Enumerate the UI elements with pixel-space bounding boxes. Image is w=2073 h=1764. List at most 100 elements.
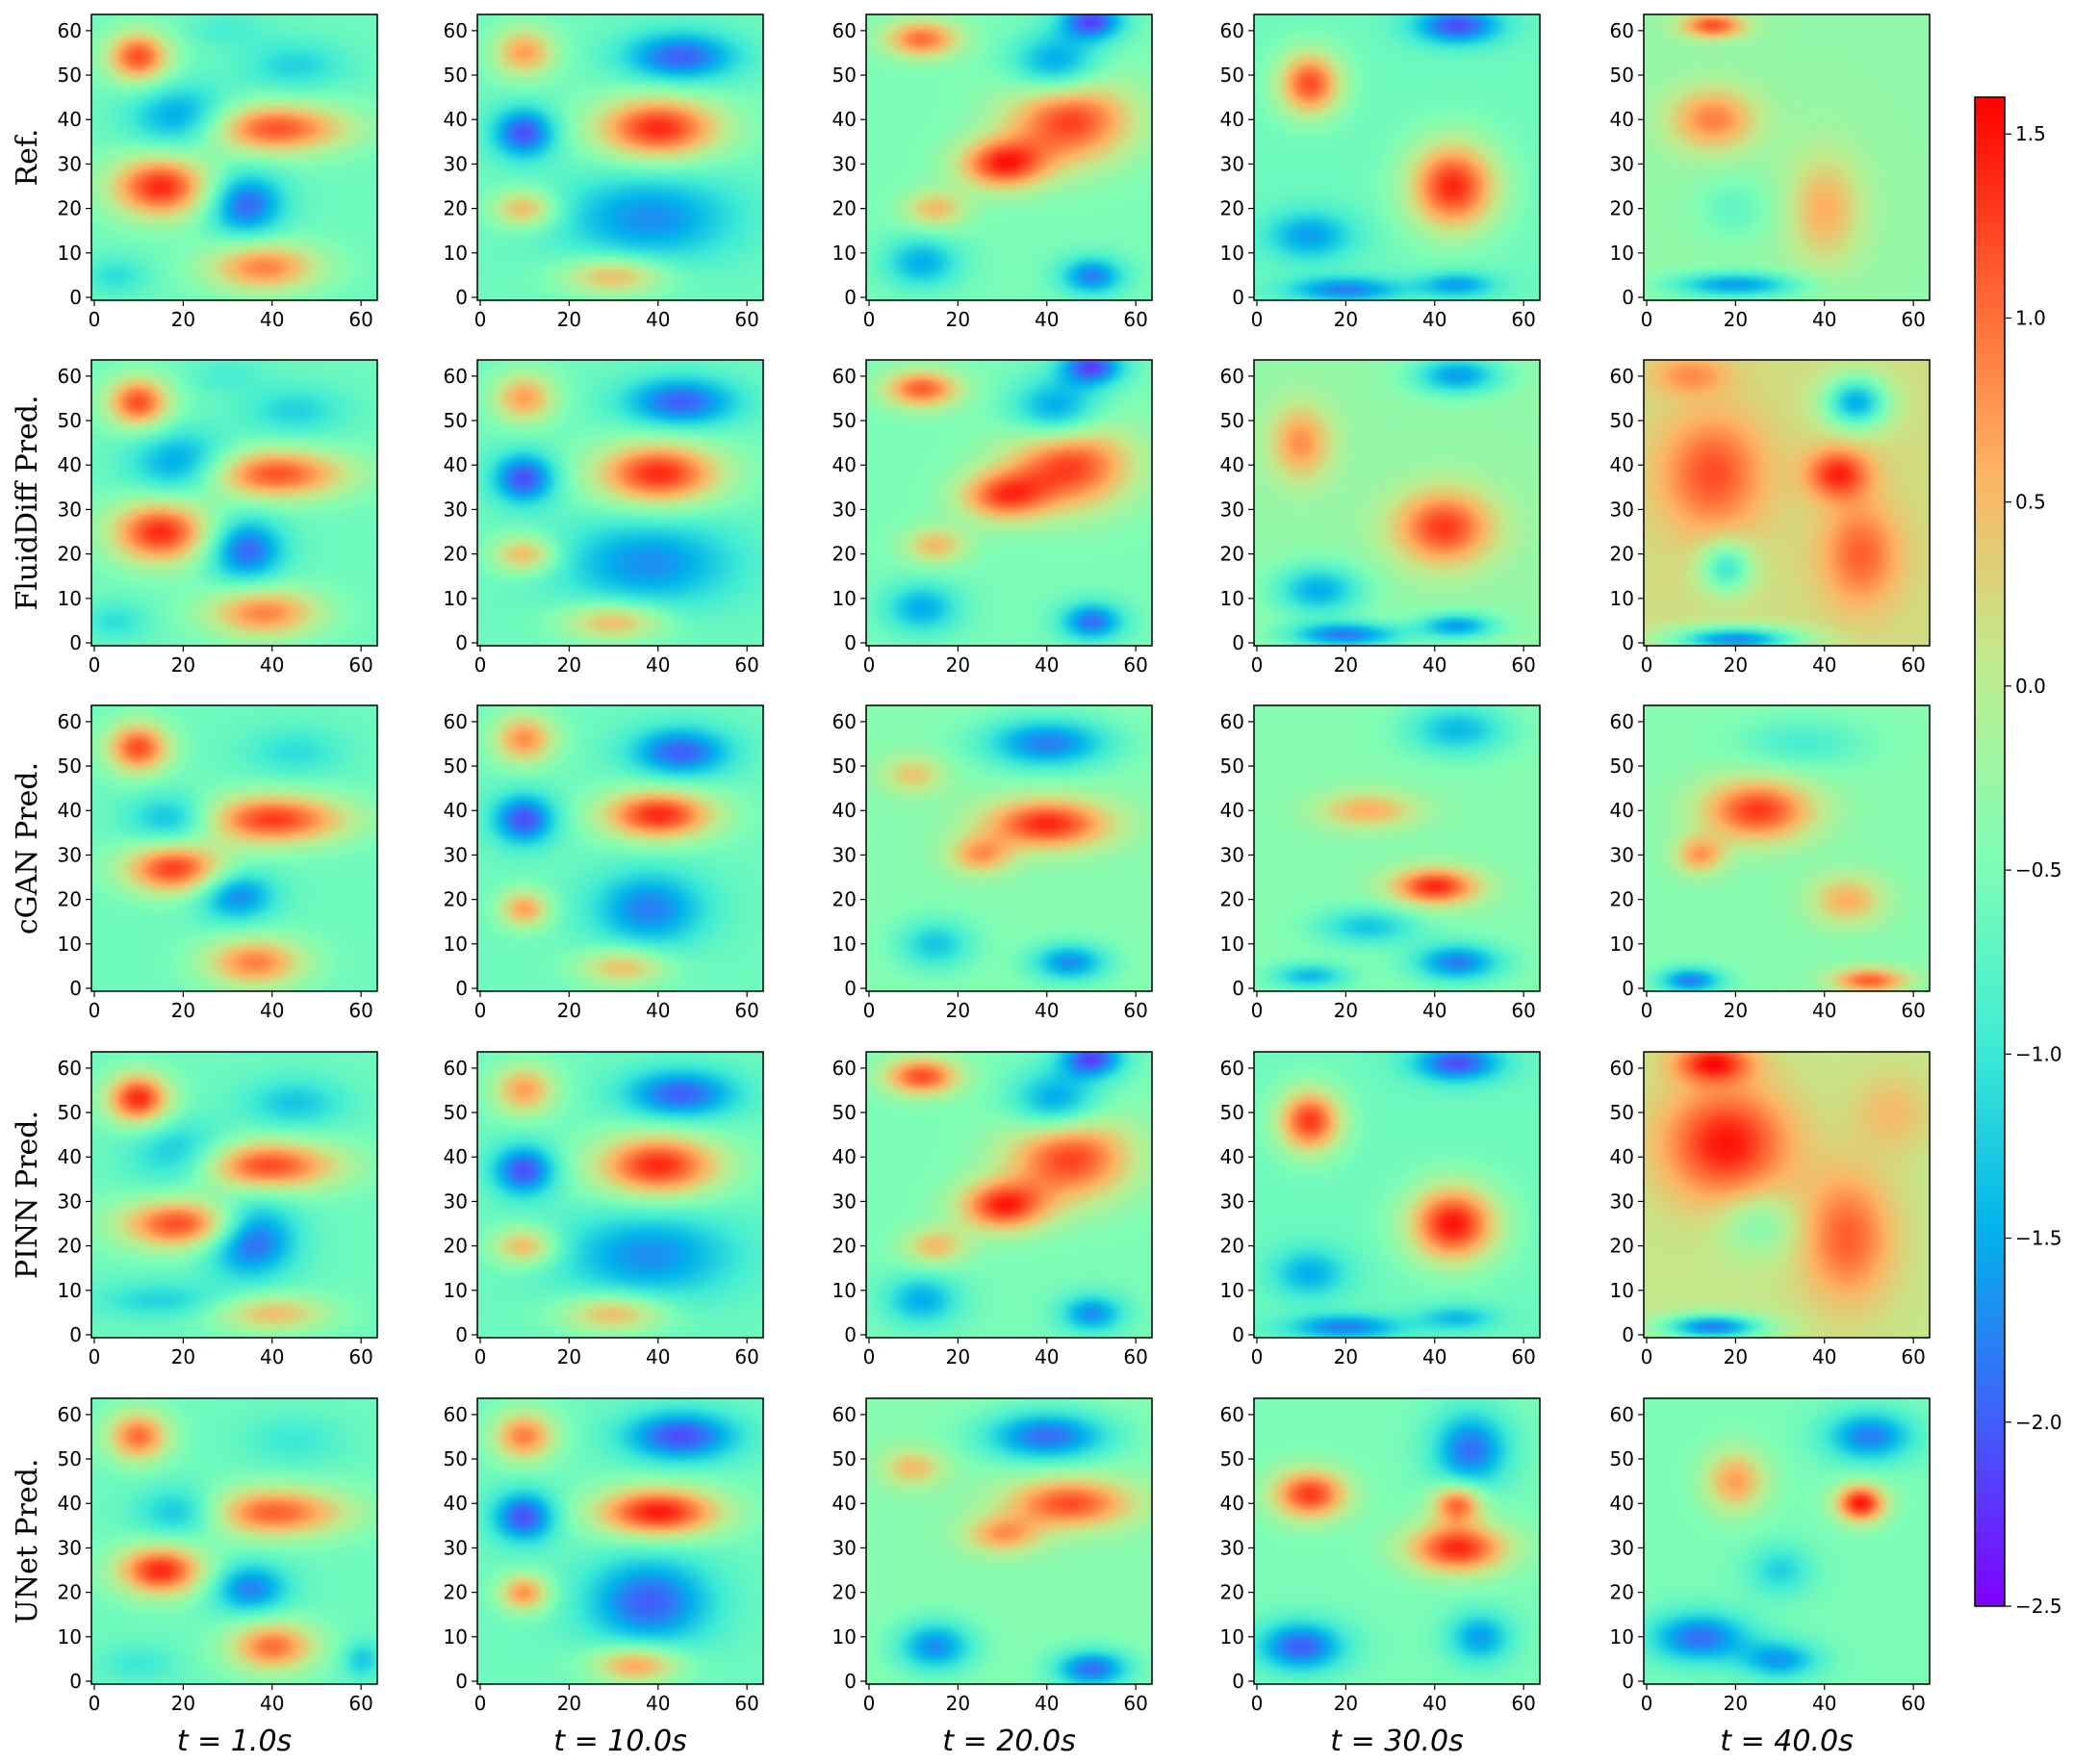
y-tick-label: 20 <box>58 197 82 220</box>
x-tick-label: 0 <box>89 1692 101 1715</box>
y-tick-label: 10 <box>832 933 857 956</box>
y-tick-label: 0 <box>455 1670 468 1693</box>
y-tick-label: 60 <box>1610 710 1634 733</box>
y-tick-label: 0 <box>844 286 857 309</box>
plot-frame <box>90 1051 378 1339</box>
panel-unet-pred-t-40-0s: 0 20 40 60 0 10 20 30 40 50 60 <box>1610 1397 1931 1715</box>
plot-frame <box>865 1397 1153 1685</box>
y-tick-label: 30 <box>58 1189 82 1213</box>
colorbar-tick-label: 0.5 <box>2015 491 2046 514</box>
y-tick-label: 50 <box>58 1101 82 1124</box>
x-tick-label: 60 <box>1511 1345 1535 1368</box>
y-tick-label: 60 <box>444 1403 468 1426</box>
x-tick-label: 40 <box>646 653 670 677</box>
panel-ref-t-20-0s: 0 20 40 60 0 10 20 30 40 50 60 <box>832 13 1153 331</box>
heatmap-image <box>1254 705 1540 991</box>
y-tick-label: 40 <box>444 1492 468 1515</box>
x-tick-label: 0 <box>863 1692 876 1715</box>
x-tick-label: 0 <box>1251 999 1264 1022</box>
heatmap-image <box>477 360 763 646</box>
x-tick-label: 0 <box>474 999 487 1022</box>
x-tick-label: 0 <box>863 653 876 677</box>
y-tick-label: 30 <box>1610 498 1634 521</box>
y-tick-label: 50 <box>1610 64 1634 87</box>
plot-frame <box>1643 1051 1931 1339</box>
y-tick-label: 30 <box>444 1536 468 1559</box>
x-tick-label: 60 <box>1901 999 1925 1022</box>
y-tick-label: 40 <box>444 799 468 822</box>
heatmap-image <box>866 360 1152 646</box>
x-tick-label: 0 <box>1251 1345 1264 1368</box>
colorbar-tick-label: −1.0 <box>2015 1042 2062 1065</box>
y-tick-label: 50 <box>1610 1447 1634 1470</box>
x-tick-label: 20 <box>1724 999 1748 1022</box>
y-tick-label: 30 <box>832 498 857 521</box>
y-tick-label: 0 <box>455 631 468 654</box>
y-tick-label: 60 <box>832 1057 857 1080</box>
y-tick-label: 40 <box>444 1145 468 1168</box>
row-label-fluiddiff-pred: FluidDiff Pred. <box>11 395 44 610</box>
y-tick-label: 10 <box>58 1625 82 1649</box>
y-tick-label: 20 <box>1610 197 1634 220</box>
y-tick-label: 40 <box>832 453 857 476</box>
y-tick-label: 60 <box>444 710 468 733</box>
plot-frame <box>865 704 1153 992</box>
y-tick-label: 60 <box>58 365 82 388</box>
y-tick-label: 0 <box>1622 286 1634 309</box>
x-tick-label: 60 <box>1901 308 1925 331</box>
y-tick-label: 40 <box>832 108 857 131</box>
y-tick-label: 10 <box>58 933 82 956</box>
y-tick-label: 30 <box>58 1536 82 1559</box>
y-tick-label: 20 <box>1220 1235 1244 1258</box>
x-tick-label: 20 <box>557 1345 581 1368</box>
y-tick-label: 20 <box>58 1235 82 1258</box>
heatmap-image <box>1644 14 1930 300</box>
y-tick-label: 60 <box>832 710 857 733</box>
panel-cgan-pred-t-10-0s: 0 20 40 60 0 10 20 30 40 50 60 <box>444 704 764 1022</box>
plot-frame <box>1643 704 1931 992</box>
y-tick-label: 40 <box>444 453 468 476</box>
y-tick-label: 50 <box>58 1447 82 1470</box>
y-tick-label: 60 <box>1610 19 1634 42</box>
x-tick-label: 20 <box>1724 653 1748 677</box>
plot-frame <box>90 13 378 301</box>
y-tick-label: 50 <box>444 1101 468 1124</box>
panel-cgan-pred-t-1-0s: 0 20 40 60 0 10 20 30 40 50 60 <box>58 704 378 1022</box>
y-tick-label: 60 <box>832 19 857 42</box>
x-tick-label: 40 <box>646 999 670 1022</box>
plot-frame <box>1253 1051 1541 1339</box>
x-tick-label: 60 <box>734 999 758 1022</box>
x-tick-label: 60 <box>348 308 372 331</box>
y-tick-label: 30 <box>1220 843 1244 866</box>
x-tick-label: 40 <box>646 1692 670 1715</box>
y-tick-label: 20 <box>444 543 468 566</box>
heatmap-image <box>477 705 763 991</box>
panel-cgan-pred-t-40-0s: 0 20 40 60 0 10 20 30 40 50 60 <box>1610 704 1931 1022</box>
heatmap-image <box>1644 705 1930 991</box>
y-tick-label: 50 <box>1220 754 1244 778</box>
plot-frame <box>1253 13 1541 301</box>
y-tick-label: 10 <box>1220 242 1244 265</box>
y-tick-label: 40 <box>1610 1492 1634 1515</box>
x-tick-label: 60 <box>734 308 758 331</box>
panel-ref-t-1-0s: 0 20 40 60 0 10 20 30 40 50 60 <box>58 13 378 331</box>
panel-fluiddiff-pred-t-10-0s: 0 20 40 60 0 10 20 30 40 50 60 <box>444 359 764 677</box>
x-tick-label: 0 <box>1251 308 1264 331</box>
y-tick-label: 20 <box>1610 1235 1634 1258</box>
x-tick-label: 20 <box>557 308 581 331</box>
plot-frame <box>90 359 378 647</box>
y-tick-label: 10 <box>444 242 468 265</box>
y-tick-label: 60 <box>58 1057 82 1080</box>
y-tick-label: 30 <box>58 498 82 521</box>
heatmap-image <box>1644 1398 1930 1684</box>
y-tick-label: 40 <box>1220 108 1244 131</box>
x-tick-label: 20 <box>1334 308 1358 331</box>
y-tick-label: 0 <box>1232 1670 1244 1693</box>
y-tick-label: 30 <box>444 1189 468 1213</box>
x-tick-label: 60 <box>348 999 372 1022</box>
plot-frame <box>1253 704 1541 992</box>
y-tick-label: 50 <box>1220 1101 1244 1124</box>
x-tick-label: 60 <box>734 1692 758 1715</box>
x-tick-label: 0 <box>89 308 101 331</box>
plot-frame <box>476 1397 764 1685</box>
